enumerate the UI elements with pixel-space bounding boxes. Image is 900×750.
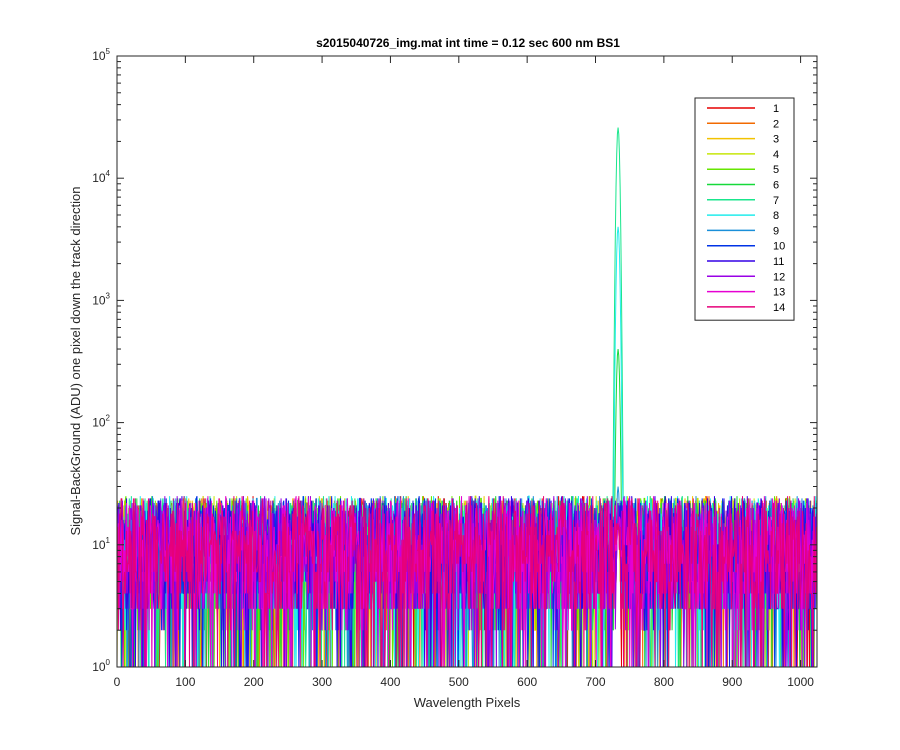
y-tick-label: 103: [92, 291, 110, 307]
y-tick-label: 102: [92, 414, 110, 430]
legend-label-10: 10: [773, 241, 785, 253]
legend-label-6: 6: [773, 180, 779, 192]
legend-label-1: 1: [773, 103, 779, 115]
x-tick-label: 200: [244, 675, 264, 689]
legend-label-5: 5: [773, 164, 779, 176]
legend-label-2: 2: [773, 118, 779, 130]
x-tick-label: 0: [114, 675, 121, 689]
x-axis-label: Wavelength Pixels: [414, 695, 521, 710]
legend-label-8: 8: [773, 210, 779, 222]
legend-label-13: 13: [773, 287, 785, 299]
x-tick-label: 700: [586, 675, 606, 689]
x-tick-label: 400: [380, 675, 400, 689]
x-tick-label: 800: [654, 675, 674, 689]
legend-label-7: 7: [773, 195, 779, 207]
series-layer: [116, 127, 818, 668]
y-tick-label: 105: [92, 47, 110, 63]
legend-label-12: 12: [773, 271, 785, 283]
series-line-14: [116, 496, 818, 668]
legend-label-9: 9: [773, 225, 779, 237]
x-tick-label: 100: [175, 675, 195, 689]
plot-frame: [116, 55, 818, 668]
x-tick-label: 600: [517, 675, 537, 689]
legend-label-4: 4: [773, 149, 779, 161]
y-tick-label: 104: [92, 169, 110, 185]
x-tick-label: 1000: [787, 675, 814, 689]
legend-box: [694, 97, 795, 321]
legend-label-11: 11: [773, 256, 784, 268]
legend-label-3: 3: [773, 134, 779, 146]
y-tick-label: 101: [92, 536, 110, 552]
x-tick-label: 500: [449, 675, 469, 689]
y-tick-label: 100: [92, 658, 110, 674]
y-axis-label: Signal-BackGround (ADU) one pixel down t…: [68, 186, 83, 535]
x-tick-label: 300: [312, 675, 332, 689]
chart-title: s2015040726_img.mat int time = 0.12 sec …: [316, 36, 620, 50]
legend-label-14: 14: [773, 302, 785, 314]
axes-layer: 0 100 200 300 400 500 600 700 800 900 100010010110…: [92, 47, 817, 689]
x-tick-label: 900: [722, 675, 742, 689]
